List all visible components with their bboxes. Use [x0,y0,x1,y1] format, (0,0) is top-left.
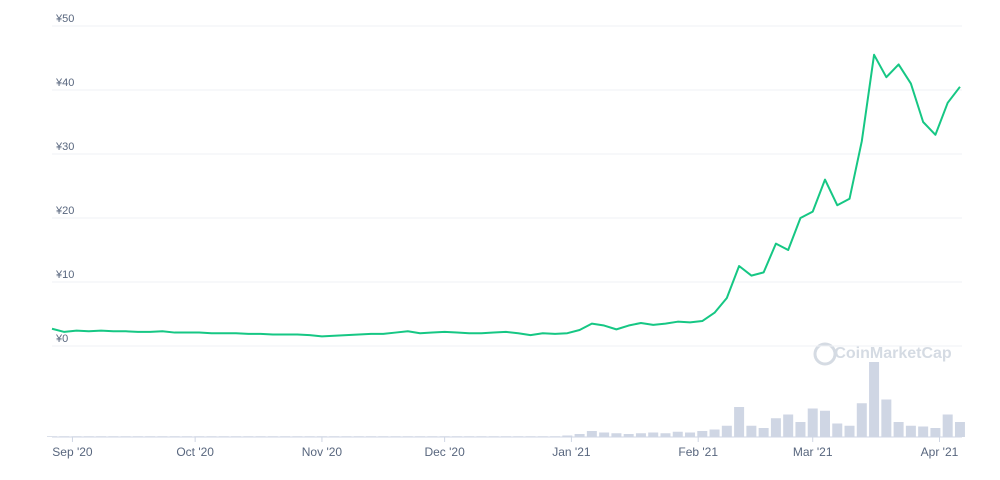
volume-bar [157,436,168,437]
price-line [51,53,961,338]
volume-bar [500,436,511,437]
volume-bar [623,434,634,437]
volume-bar [390,436,401,437]
volume-bar [819,410,830,437]
volume-bar [574,434,585,437]
volume-bar [721,425,732,437]
volume-bar [697,431,708,437]
volume-bar [451,436,462,437]
volume-bar [132,436,143,437]
volume-bar [194,436,205,437]
volume-bar [734,407,745,437]
volume-bar [660,433,671,437]
x-tick-label: Apr '21 [921,445,959,459]
volume-bar [47,436,57,437]
volume-bar [439,436,450,437]
volume-bar [832,423,843,437]
volume-bar [464,436,475,437]
volume-bar [378,436,389,437]
volume-bar [402,436,413,437]
volume-bar [635,433,646,437]
volume-bar [905,425,916,437]
y-tick-label: ¥20 [55,205,74,217]
volume-bar [893,422,904,437]
volume-bar [427,436,438,437]
volume-bar [562,435,573,437]
volume-bar [292,436,303,437]
watermark: CoinMarketCap [834,345,952,362]
y-tick-label: ¥30 [55,141,74,153]
volume-bar [145,436,156,437]
y-tick-label: ¥50 [55,13,74,25]
x-tick-label: Sep '20 [52,445,93,459]
x-tick-label: Jan '21 [552,445,591,459]
volume-bar [648,432,659,437]
volume-bar [59,436,70,437]
volume-bar [586,431,597,437]
volume-bar [353,436,364,437]
volume-bar [856,403,867,437]
volume-bar [366,436,377,437]
volume-bar [316,436,327,437]
y-tick-label: ¥0 [55,333,68,345]
y-tick-label: ¥40 [55,77,74,89]
volume-bar [672,431,683,437]
volume-bar [869,362,880,437]
volume-bar [218,436,229,437]
volume-bar [942,414,953,437]
volume-bar [611,433,622,437]
volume-bar [476,436,487,437]
volume-bar [96,436,107,437]
volume-bar [746,425,757,437]
x-tick-label: Mar '21 [793,445,833,459]
volume-bar [255,436,266,437]
volume-bar [108,436,119,437]
volume-bar [231,436,242,437]
volume-bar [488,436,499,437]
volume-bar [918,426,929,437]
volume-bar [243,436,254,437]
volume-bar [550,436,561,437]
volume-bar [709,429,720,437]
volume-bar [783,414,794,437]
volume-bar [770,418,781,437]
x-tick-label: Oct '20 [176,445,214,459]
volume-bar [83,436,94,437]
volume-bar [304,436,315,437]
volume-bar [844,425,855,437]
volume-bar [513,436,524,437]
volume-bar [930,428,941,437]
volume-bar [881,399,892,437]
volume-bar [537,436,548,437]
x-tick-label: Nov '20 [302,445,343,459]
volume-bar [181,436,192,437]
volume-bar [954,422,965,437]
volume-bar [525,436,536,437]
volume-bar [280,436,291,437]
watermark-logo [813,342,837,366]
volume-bar [758,428,769,437]
x-tick-label: Feb '21 [678,445,718,459]
x-tick-label: Dec '20 [424,445,465,459]
volume-bar [341,436,352,437]
y-tick-label: ¥10 [55,269,74,281]
volume-bar [267,436,278,437]
volume-bar [71,436,82,437]
volume-bar [795,422,806,437]
volume-bar [120,436,131,437]
volume-bar [685,432,696,437]
volume-bar [329,436,340,437]
volume-bar [206,436,217,437]
volume-bar [807,408,818,437]
volume-bar [415,436,426,437]
volume-bar [599,432,610,437]
volume-bar [169,436,180,437]
